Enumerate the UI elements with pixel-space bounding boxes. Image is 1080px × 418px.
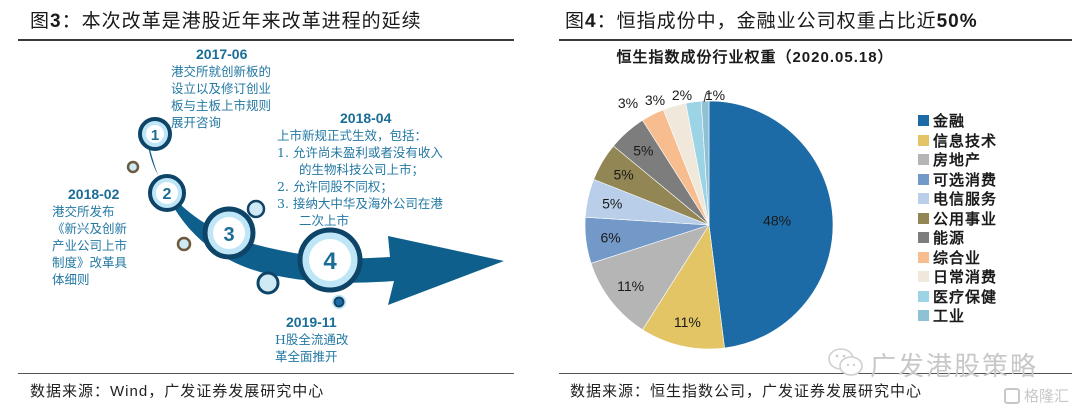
legend-swatch xyxy=(918,115,929,127)
wechat-icon xyxy=(828,348,863,376)
legend-label: 公用事业 xyxy=(933,209,998,228)
gelonghui-logo-icon xyxy=(1004,387,1020,404)
legend-swatch xyxy=(918,154,929,166)
legend-swatch xyxy=(918,251,929,263)
legend-swatch xyxy=(918,212,929,224)
deco-circle xyxy=(246,199,266,219)
legend-label: 能源 xyxy=(933,229,966,248)
step-marker-1 xyxy=(138,117,172,151)
legend-label: 工业 xyxy=(933,307,966,326)
legend-item: 金融 xyxy=(918,111,997,131)
legend-item: 信息技术 xyxy=(918,131,997,151)
pie-data-label: 3% xyxy=(618,95,638,111)
legend-item: 工业 xyxy=(918,306,997,326)
pie-data-label: 5% xyxy=(613,167,633,183)
step-number-4: 4 xyxy=(323,248,337,275)
legend-label: 信息技术 xyxy=(933,131,998,150)
left-figure-title: 图3：本次改革是港股近年来改革进程的延续 xyxy=(30,10,422,32)
legend-item: 综合业 xyxy=(918,248,997,268)
step-4-date: 2019-11 xyxy=(286,314,337,330)
timeline-arrow xyxy=(147,136,504,305)
legend-label: 可选消费 xyxy=(933,170,998,189)
step-4-description: H股全流通改 革全面推开 xyxy=(275,332,349,364)
legend-swatch xyxy=(918,271,929,283)
pie-data-label: 3% xyxy=(645,92,665,108)
legend-label: 日常消费 xyxy=(933,268,998,287)
step-number-2: 2 xyxy=(163,186,172,203)
pie-slice xyxy=(708,100,834,349)
legend-label: 金融 xyxy=(933,112,966,131)
legend-swatch xyxy=(918,290,929,302)
deco-circle xyxy=(333,296,345,308)
legend-item: 公用事业 xyxy=(918,209,997,229)
pie-data-label: 5% xyxy=(633,143,653,159)
deco-circle xyxy=(126,160,140,174)
pie-slice xyxy=(642,224,725,350)
pie-data-label: 1% xyxy=(705,87,725,103)
legend-swatch xyxy=(918,232,929,244)
step-2-description: 港交所发布 《新兴及创新 产业公司上市 制度》改革具 体细则 xyxy=(52,204,128,287)
pie-data-label: 2% xyxy=(672,87,692,103)
pie-data-label: 6% xyxy=(600,229,620,245)
legend-item: 可选消费 xyxy=(918,170,997,190)
legend-label: 医疗保健 xyxy=(933,287,998,306)
pie-data-label: 11% xyxy=(617,278,644,294)
step-1-date: 2017-06 xyxy=(196,46,248,62)
legend-label: 电信服务 xyxy=(933,190,998,209)
pie-data-label: 5% xyxy=(602,195,622,211)
left-title-rule xyxy=(18,39,514,41)
legend-swatch xyxy=(918,193,929,205)
legend-item: 电信服务 xyxy=(918,189,997,209)
step-number-1: 1 xyxy=(151,127,159,144)
watermark-gelonghui: 格隆汇 xyxy=(1004,385,1069,406)
step-marker-4 xyxy=(297,227,363,293)
pie-chart: 48%11%11%6%5%5%5%3% 3% 2% 1% xyxy=(584,87,834,350)
legend-swatch xyxy=(918,173,929,185)
legend-item: 房地产 xyxy=(918,150,997,170)
watermark-text: 广发港股策略 xyxy=(870,352,1039,382)
step-marker-2 xyxy=(148,174,186,212)
chart-title: 恒生指数成份行业权重（2020.05.18） xyxy=(616,48,894,66)
step-2-date: 2018-02 xyxy=(68,186,120,202)
legend-item: 能源 xyxy=(918,228,997,248)
timeline-diagram: 1 2 3 4 xyxy=(126,117,504,310)
left-source-note: 数据来源：Wind，广发证券发展研究中心 xyxy=(30,382,325,400)
right-title-rule xyxy=(559,39,1072,41)
step-marker-3 xyxy=(202,206,256,260)
pie-data-label: 11% xyxy=(674,314,701,330)
legend-item: 日常消费 xyxy=(918,267,997,287)
pie-data-label: 48% xyxy=(763,213,791,229)
chart-legend: 金融 信息技术 房地产 可选消费 电信服务 公用事业 能源 综合业 日常消费 医疗保健 工业 xyxy=(918,111,997,326)
step-number-3: 3 xyxy=(223,224,234,246)
pie-slice xyxy=(700,100,710,226)
legend-label: 综合业 xyxy=(933,248,982,267)
legend-item: 医疗保健 xyxy=(918,287,997,307)
deco-circle xyxy=(176,236,192,252)
deco-circle-halo xyxy=(331,294,347,310)
step-1-description: 港交所就创新板的 设立以及修订创业 板与主板上市规则 展开咨询 xyxy=(171,64,272,130)
step-3-date: 2018-04 xyxy=(340,110,392,126)
pie-leader-line xyxy=(703,92,713,103)
right-source-rule xyxy=(559,373,1072,374)
right-source-note: 数据来源：恒生指数公司，广发证券发展研究中心 xyxy=(570,382,923,400)
step-3-description: 上市新规正式生效，包括： 1. 允许尚未盈利或者没有收入 的生物科技公司上市； … xyxy=(277,128,443,228)
right-figure-title: 图4：恒指成份中，金融业公司权重占比近50% xyxy=(565,10,978,32)
left-source-rule xyxy=(18,373,514,374)
deco-circle xyxy=(256,271,280,295)
legend-swatch xyxy=(918,134,929,146)
legend-swatch xyxy=(918,310,929,322)
legend-label: 房地产 xyxy=(933,151,982,170)
pie-slice xyxy=(590,224,710,331)
